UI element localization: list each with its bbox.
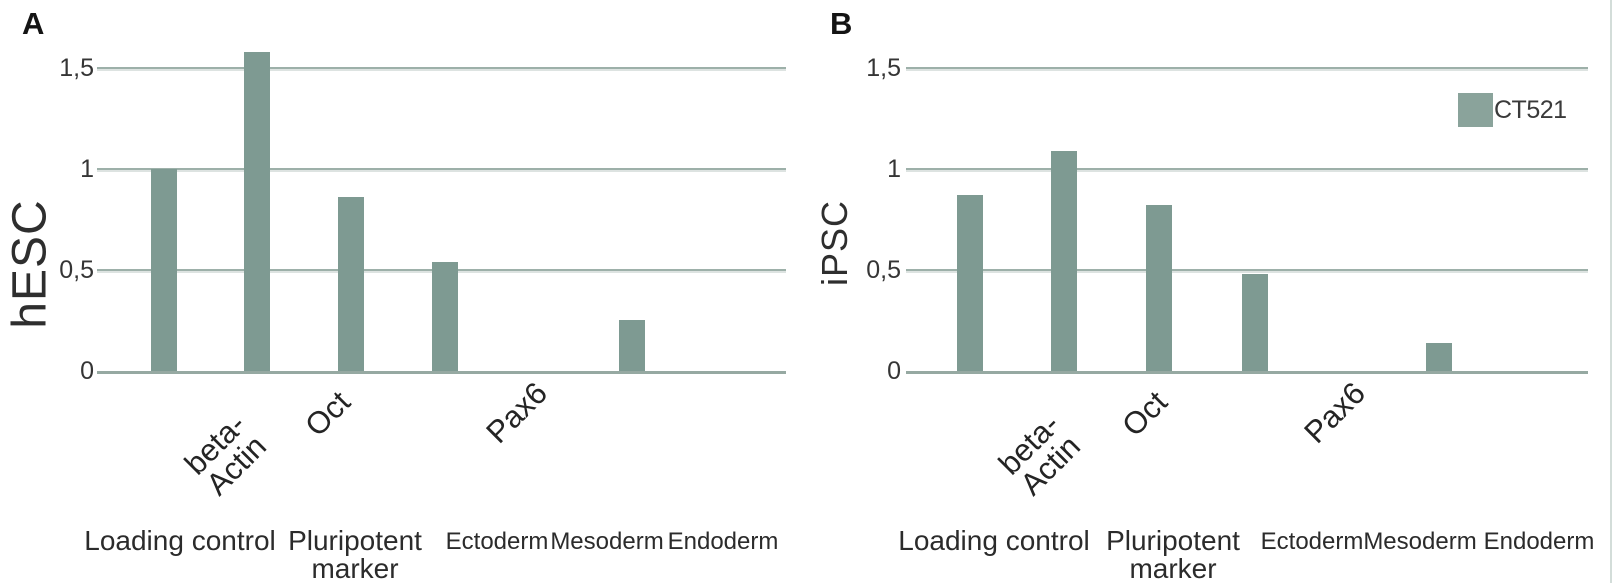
panel-b-group-label-loading-control: Loading control bbox=[898, 527, 1089, 555]
panel-b-y-tick-1-5: 1,5 bbox=[866, 54, 901, 82]
gene-label-line: Oct bbox=[298, 384, 358, 444]
group-label-line: Endoderm bbox=[1483, 528, 1595, 555]
panel-b-group-label-endoderm: Endoderm bbox=[1484, 529, 1595, 555]
panel-a-group-label-ectoderm: Ectoderm bbox=[446, 529, 549, 555]
panel-b-group-label-pluripotent-marker: Pluripotent marker bbox=[1106, 527, 1240, 583]
panel-a-bar-slot-2 bbox=[244, 52, 270, 371]
panel-a-bar-slot-1 bbox=[151, 169, 177, 371]
group-label-line: Pluripotent bbox=[1106, 525, 1240, 556]
panel-b-bar-slot-6 bbox=[1426, 343, 1452, 371]
group-label-line: Pluripotent bbox=[288, 525, 422, 556]
group-label-line: Ectoderm bbox=[445, 528, 549, 555]
panel-b-y-tick-0: 0 bbox=[887, 357, 901, 385]
panel-b-group-label-ectoderm: Ectoderm bbox=[1261, 529, 1364, 555]
panel-b-bar-slot-1 bbox=[957, 195, 983, 371]
panel-a-gridline-1 bbox=[97, 168, 786, 170]
panel-a-group-label-loading-control: Loading control bbox=[84, 527, 275, 555]
panel-a-bar-slot-3 bbox=[338, 197, 364, 371]
panel-a-bar-slot-4 bbox=[432, 262, 458, 371]
group-label-line: marker bbox=[1129, 553, 1217, 583]
panel-b-gridline-1-5 bbox=[906, 67, 1588, 69]
panel-b-gene-label-oct: Oct bbox=[1115, 384, 1175, 444]
panel-a-group-label-mesoderm: Mesoderm bbox=[550, 529, 663, 555]
panel-a-group-label-endoderm: Endoderm bbox=[668, 529, 779, 555]
group-label-line: Endoderm bbox=[667, 528, 779, 555]
panel-a-group-label-pluripotent-marker: Pluripotent marker bbox=[288, 527, 422, 583]
group-label-line: Mesoderm bbox=[550, 528, 664, 555]
panel-b-group-label-mesoderm: Mesoderm bbox=[1363, 529, 1476, 555]
gene-label-line: Pax6 bbox=[1297, 375, 1373, 451]
panel-a-gene-label-beta-actin: beta- Actin bbox=[178, 407, 273, 502]
panel-b-y-tick-0-5: 0,5 bbox=[866, 256, 901, 284]
panel-b-bar-slot-4 bbox=[1242, 274, 1268, 371]
group-label-line: marker bbox=[311, 553, 399, 583]
panel-b-y-tick-1: 1 bbox=[887, 155, 901, 183]
panel-a-gridline-1-5 bbox=[97, 67, 786, 69]
panel-a-bar-slot-6 bbox=[619, 320, 645, 371]
panel-a-y-tick-0-5: 0,5 bbox=[59, 256, 94, 284]
group-label-line: Mesoderm bbox=[1363, 528, 1477, 555]
panel-b-gridline-1 bbox=[906, 168, 1588, 170]
panel-b-letter: B bbox=[830, 6, 854, 41]
figure-right-border bbox=[1610, 0, 1612, 583]
panel-a-y-tick-1-5: 1,5 bbox=[59, 54, 94, 82]
panel-a-y-tick-0: 0 bbox=[80, 357, 94, 385]
panel-b-gene-label-beta-actin: beta- Actin bbox=[992, 407, 1087, 502]
group-label-line: Ectoderm bbox=[1260, 528, 1364, 555]
panel-a-letter: A bbox=[22, 6, 46, 41]
gene-label-line: Oct bbox=[1115, 384, 1175, 444]
panel-a-gene-label-pax6: Pax6 bbox=[479, 375, 555, 451]
gene-label-line: Pax6 bbox=[479, 375, 555, 451]
panel-b-bar-slot-3 bbox=[1146, 205, 1172, 371]
panel-b-gridline-0 bbox=[906, 371, 1588, 374]
panel-a-gene-label-oct: Oct bbox=[298, 384, 358, 444]
legend-swatch-ct521 bbox=[1458, 93, 1493, 127]
group-label-line: Loading control bbox=[84, 525, 276, 556]
panel-a-y-tick-1: 1 bbox=[80, 155, 94, 183]
panel-b-bar-slot-2 bbox=[1051, 151, 1077, 371]
group-label-line: Loading control bbox=[898, 525, 1090, 556]
panel-b-gene-label-pax6: Pax6 bbox=[1297, 375, 1373, 451]
panel-b-gridline-0-5 bbox=[906, 269, 1588, 271]
panel-a-gridline-0 bbox=[97, 371, 786, 374]
legend-label-ct521: CT521 bbox=[1494, 96, 1567, 124]
